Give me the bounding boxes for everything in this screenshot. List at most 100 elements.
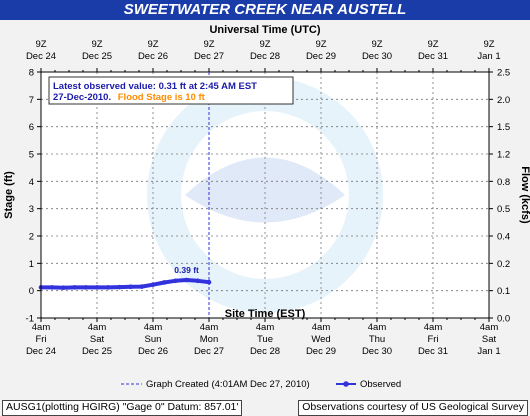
y2-tick-label: 0.8	[497, 177, 510, 188]
bottom-tick-time: 4am	[312, 322, 331, 333]
info-box: Latest observed value: 0.31 ft at 2:45 A…	[48, 76, 294, 105]
observed-point	[195, 278, 201, 284]
y-tick-label: 6	[29, 122, 34, 133]
top-tick-date: Dec 27	[194, 51, 224, 62]
plot-frame	[40, 71, 490, 319]
y2-tick-label: 0.5	[497, 204, 510, 215]
y2-tick-label: 1.2	[497, 150, 510, 161]
top-tick-date: Dec 26	[138, 51, 168, 62]
info-flood-stage: Flood Stage is 10 ft	[118, 92, 206, 103]
legend: Graph Created (4:01AM Dec 27, 2010) Obser…	[121, 379, 401, 390]
bottom-tick-day: Thu	[369, 334, 385, 345]
bottom-tick-day: Fri	[427, 334, 438, 345]
bottom-tick-time: 4am	[368, 322, 387, 333]
y-tick-label: 5	[29, 150, 34, 161]
observed-point	[83, 285, 89, 290]
bottom-tick-date: Dec 28	[250, 346, 280, 357]
top-tick-time: 9Z	[91, 39, 102, 50]
observed-point	[173, 278, 178, 284]
bottom-tick-date: Dec 31	[418, 346, 448, 357]
top-tick-date: Dec 25	[82, 51, 112, 62]
bottom-tick-day: Sat	[482, 334, 497, 345]
top-tick-time: 9Z	[259, 39, 270, 50]
y2-tick-label: 2.5	[497, 68, 510, 79]
y-tick-label: 2	[29, 232, 34, 243]
y-tick-label: 1	[29, 259, 34, 270]
bottom-tick-date: Dec 26	[138, 346, 168, 357]
footer-credit: Observations courtesy of US Geological S…	[298, 400, 528, 416]
y-tick-label: -1	[26, 314, 34, 325]
peak-label: 0.39 ft	[174, 265, 199, 275]
bottom-tick-time: 4am	[200, 322, 219, 333]
top-tick-time: 9Z	[203, 39, 214, 50]
observed-point	[128, 284, 133, 290]
bottom-tick-date: Jan 1	[477, 346, 500, 357]
y-tick-label: 7	[29, 95, 34, 106]
bottom-tick-date: Dec 29	[306, 346, 336, 357]
bottom-tick-date: Dec 27	[194, 346, 224, 357]
bottom-tick-day: Wed	[311, 334, 330, 345]
y2-axis-title: Flow (kcfs)	[519, 166, 530, 224]
y-tick-label: 0	[29, 286, 34, 297]
bottom-tick-time: 4am	[144, 322, 163, 333]
observed-point	[94, 285, 100, 290]
legend-observed-marker	[343, 381, 349, 387]
bottom-tick-date: Dec 25	[82, 346, 112, 357]
y-tick-label: 8	[29, 68, 34, 79]
bottom-tick-time: 4am	[256, 322, 275, 333]
y2-tick-label: 0.4	[497, 232, 510, 243]
observed-point	[139, 284, 145, 289]
bottom-tick-time: 4am	[424, 322, 443, 333]
legend-observed-label: Observed	[360, 379, 401, 390]
y-axis-title: Stage (ft)	[3, 171, 15, 219]
y2-tick-label: 0.1	[497, 286, 510, 297]
observed-point	[117, 284, 122, 290]
bottom-tick-time: 4am	[480, 322, 499, 333]
y2-tick-label: 0.0	[497, 314, 510, 325]
bottom-tick-time: 4am	[88, 322, 107, 333]
observed-point	[61, 285, 66, 290]
y-tick-label: 3	[29, 204, 34, 215]
observed-line	[39, 278, 211, 290]
observed-point	[150, 282, 156, 287]
bottom-tick-day: Fri	[35, 334, 46, 345]
y2-tick-label: 1.5	[497, 122, 510, 133]
chart-title: SWEETWATER CREEK NEAR AUSTELL	[123, 1, 407, 18]
hydrograph-chart: -1 0.0 0 0.1 1 0.2 2 0.4 3 0.5 4 0.8 5 1.2 6 1.5 7 2.0 8 2.…	[3, 24, 530, 390]
top-tick-time: 9Z	[147, 39, 158, 50]
info-latest-observed: Latest observed value: 0.31 ft at 2:45 A…	[53, 81, 257, 92]
legend-graph-created-label: Graph Created (4:01AM Dec 27, 2010)	[146, 379, 310, 390]
observed-series	[38, 277, 212, 290]
bottom-tick-time: 4am	[32, 322, 51, 333]
bottom-tick-date: Dec 30	[362, 346, 392, 357]
top-tick-date: Dec 29	[306, 51, 336, 62]
top-tick-date: Dec 31	[418, 51, 448, 62]
axis-labels: -1 0.0 0 0.1 1 0.2 2 0.4 3 0.5 4 0.8 5 1.2 6 1.5 7 2.0 8 2.…	[3, 24, 530, 357]
info-observed-date: 27-Dec-2010.	[53, 92, 111, 103]
top-tick-time: 9Z	[371, 39, 382, 50]
noaa-watermark	[147, 77, 383, 313]
top-axis-title: Universal Time (UTC)	[209, 24, 320, 36]
footer-datum: AUSG1(plotting HGIRG) "Gage 0" Datum: 85…	[2, 400, 243, 416]
observed-point	[184, 277, 189, 283]
top-tick-date: Dec 28	[250, 51, 280, 62]
bottom-tick-day: Mon	[200, 334, 218, 345]
observed-point	[105, 285, 111, 290]
top-tick-time: 9Z	[35, 39, 46, 50]
bottom-tick-day: Sat	[90, 334, 105, 345]
bottom-tick-date: Dec 24	[26, 346, 56, 357]
top-tick-date: Dec 24	[26, 51, 56, 62]
chart-title-bar: SWEETWATER CREEK NEAR AUSTELL	[0, 0, 530, 20]
top-tick-time: 9Z	[483, 39, 494, 50]
y-tick-label: 4	[29, 177, 34, 188]
bottom-tick-day: Tue	[257, 334, 273, 345]
top-tick-time: 9Z	[427, 39, 438, 50]
x-axis-title: Site Time (EST)	[225, 308, 306, 320]
top-tick-time: 9Z	[315, 39, 326, 50]
observed-point	[49, 285, 55, 290]
bottom-tick-day: Sun	[145, 334, 162, 345]
y2-tick-label: 0.2	[497, 259, 510, 270]
svg-text:27-Dec-2010. Flood Stage: 27-Dec-2010. Flood Stage is 10 ft	[53, 92, 206, 103]
observed-point	[161, 280, 167, 285]
top-tick-date: Jan 1	[477, 51, 500, 62]
